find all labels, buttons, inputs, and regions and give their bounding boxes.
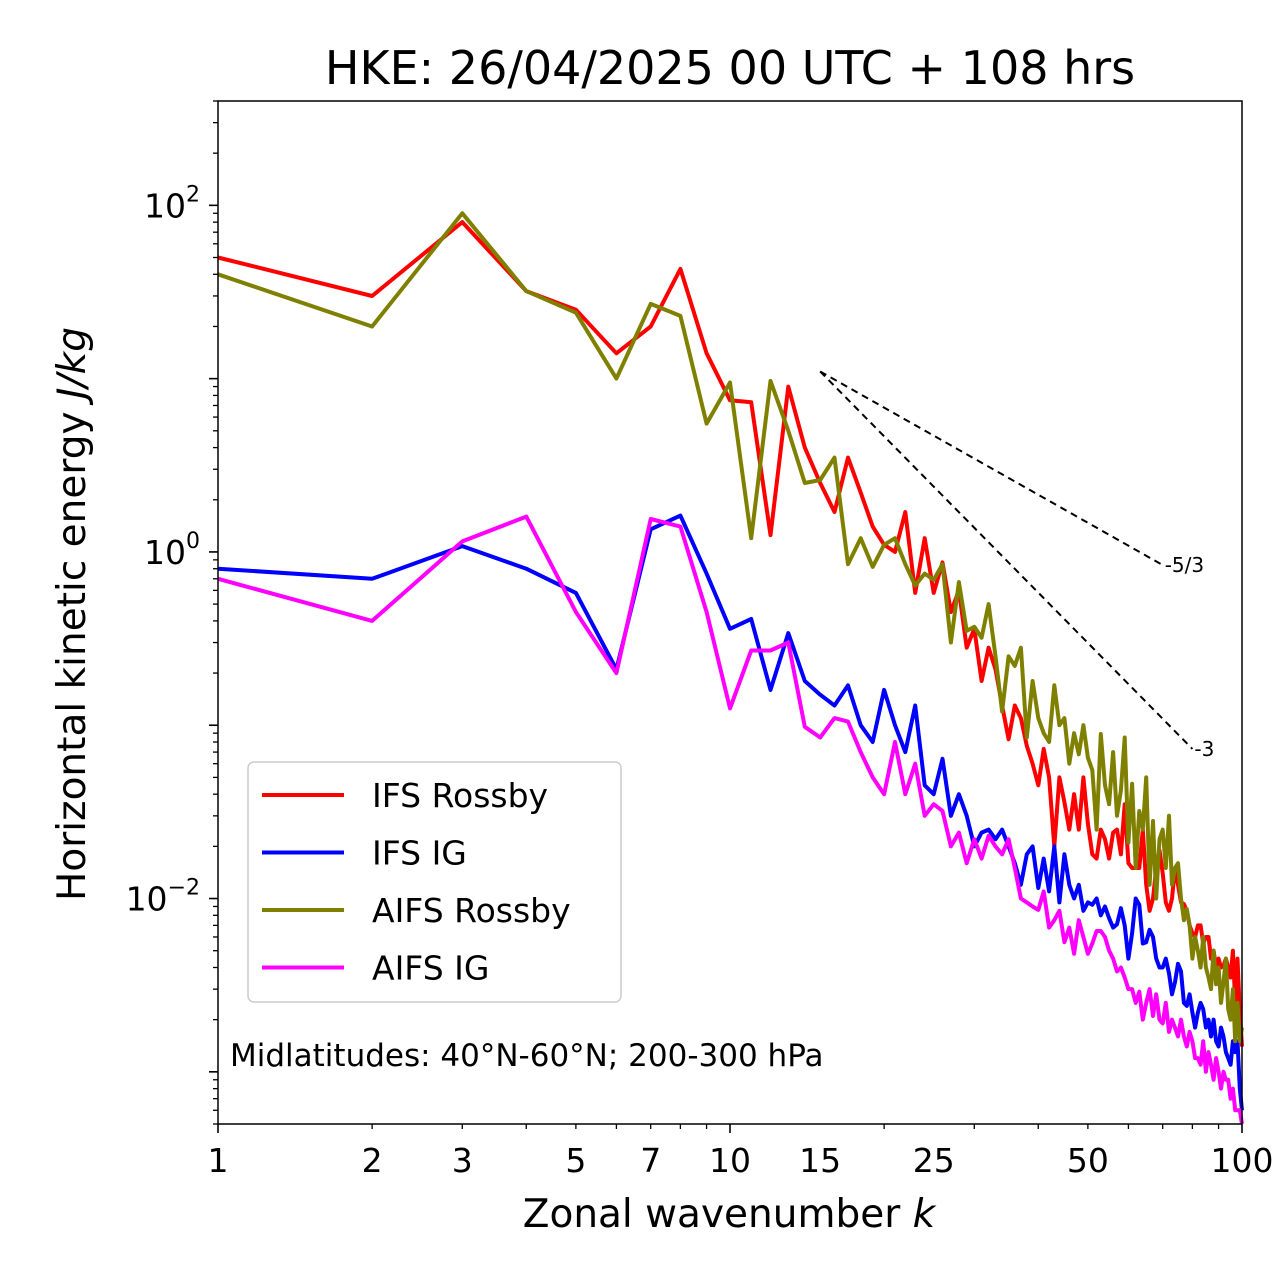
x-tick-label-9: 100	[1211, 1141, 1274, 1180]
slope-line-1	[819, 370, 1194, 750]
y-tick-base: 10	[144, 186, 186, 225]
y-tick-base: 10	[126, 880, 168, 919]
y-axis-units: J/kg	[50, 327, 95, 406]
legend: IFS Rossby IFS IG AIFS Rossby AIFS IG	[247, 761, 622, 1003]
slope-label-0: -5/3	[1165, 553, 1204, 577]
legend-label-0: IFS Rossby	[372, 776, 548, 815]
legend-label-1: IFS IG	[372, 834, 467, 873]
x-axis-symbol: k	[913, 1192, 937, 1237]
x-axis-label: Zonal wavenumber k	[523, 1192, 937, 1237]
series-line-2	[217, 211, 1244, 1044]
y-tick-base: 10	[144, 533, 186, 572]
x-tick-label-0: 1	[208, 1141, 229, 1180]
x-tick-label-1: 2	[362, 1141, 383, 1180]
x-axis-label-text: Zonal wavenumber	[523, 1192, 901, 1237]
x-tick-label-7: 25	[913, 1141, 955, 1180]
y-tick-label-2: 10−2	[126, 876, 200, 919]
series-layer	[217, 211, 1244, 1125]
y-tick-label-1: 100	[144, 529, 200, 572]
x-tick-label-8: 50	[1067, 1141, 1109, 1180]
slope-line-0	[819, 370, 1164, 566]
y-tick-label-0: 102	[144, 182, 200, 225]
chart-title: HKE: 26/04/2025 00 UTC + 108 hrs	[325, 41, 1135, 95]
legend-box	[247, 761, 622, 1003]
series-line-0	[217, 220, 1244, 1047]
legend-label-3: AIFS IG	[372, 949, 489, 988]
y-tick-exponent: −2	[168, 876, 200, 901]
reference-slopes: -5/3 -3	[819, 370, 1214, 761]
x-axis-ticks: 1 2 3 5 7 10 15 25 50 100	[208, 1124, 1274, 1180]
x-tick-label-6: 15	[799, 1141, 841, 1180]
slope-label-1: -3	[1194, 737, 1214, 761]
x-tick-label-2: 3	[452, 1141, 473, 1180]
y-tick-exponent: 0	[186, 529, 200, 554]
series-line-3	[217, 514, 1244, 1125]
plot-area: -5/3 -3	[217, 100, 1244, 1125]
x-tick-label-5: 10	[709, 1141, 751, 1180]
x-tick-label-3: 5	[565, 1141, 586, 1180]
legend-label-2: AIFS Rossby	[372, 891, 571, 930]
series-line-1	[217, 513, 1244, 1111]
region-annotation: Midlatitudes: 40°N-60°N; 200-300 hPa	[230, 1038, 824, 1074]
y-axis-label-text: Horizontal kinetic energy	[50, 411, 95, 901]
y-tick-exponent: 2	[186, 182, 200, 207]
x-tick-label-4: 7	[640, 1141, 661, 1180]
y-axis-label: Horizontal kinetic energy J/kg	[50, 327, 95, 901]
